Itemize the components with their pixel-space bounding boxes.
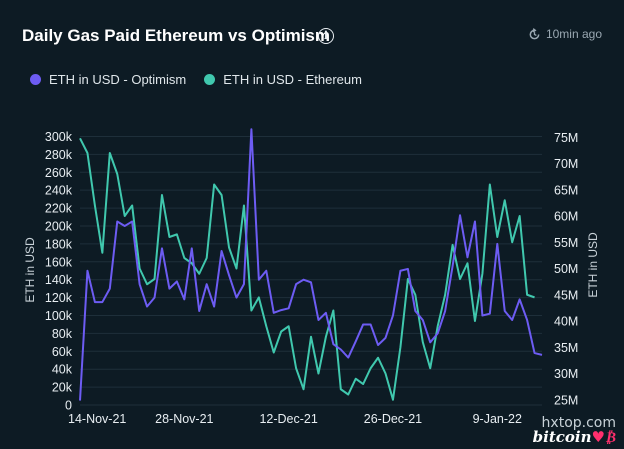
y-left-tick-label: 100k	[45, 309, 73, 323]
watermark-site: hxtop.com	[541, 415, 616, 431]
x-tick-label: 26-Dec-21	[364, 412, 422, 426]
chart-title: Daily Gas Paid Ethereum vs Optimism	[22, 26, 331, 45]
info-icon[interactable]: i	[318, 28, 334, 44]
y-left-tick-label: 160k	[45, 255, 73, 269]
y-left-tick-label: 60k	[52, 345, 73, 359]
y-right-tick-label: 25M	[554, 393, 578, 407]
y-left-tick-label: 300k	[45, 130, 73, 144]
legend-label-ethereum: ETH in USD - Ethereum	[223, 72, 362, 87]
y-left-tick-label: 200k	[45, 219, 73, 233]
series-line-optimism[interactable]	[79, 128, 543, 401]
series-line-ethereum[interactable]	[79, 137, 535, 401]
y-axis-left-ticks: 0 20k 40k 60k 80k 100k 120k 140k 160k 180k 200k 220…	[45, 130, 73, 413]
y-left-tick-label: 20k	[52, 381, 73, 395]
y-right-tick-label: 65M	[554, 183, 578, 197]
y-right-tick-label: 60M	[554, 210, 578, 224]
y-left-tick-label: 140k	[45, 273, 73, 287]
updated-text: 10min ago	[545, 27, 602, 41]
y-left-tick-label: 80k	[52, 327, 73, 341]
y-left-tick-label: 120k	[45, 291, 73, 305]
y-left-tick-label: 0	[65, 399, 72, 413]
legend-swatch-optimism	[30, 74, 41, 85]
chart-grid	[80, 135, 542, 406]
y-right-tick-label: 40M	[554, 315, 578, 329]
chart-legend: ETH in USD - Optimism ETH in USD - Ether…	[30, 72, 362, 87]
watermark-logo: bitcoin♥₿	[533, 430, 616, 445]
y-left-tick-label: 280k	[45, 148, 73, 162]
y-right-tick-label: 75M	[554, 131, 578, 145]
y-right-tick-label: 50M	[554, 262, 578, 276]
y-axis-left-label: ETH in USD	[23, 237, 37, 303]
legend-label-optimism: ETH in USD - Optimism	[49, 72, 187, 87]
x-axis-ticks: 14-Nov-21 28-Nov-21 12-Dec-21 26-Dec-21 9-Ja…	[68, 412, 522, 426]
y-right-tick-label: 45M	[554, 288, 578, 302]
y-right-tick-label: 55M	[554, 236, 578, 250]
x-tick-label: 28-Nov-21	[155, 412, 213, 426]
legend-swatch-ethereum	[204, 74, 216, 85]
y-axis-right-label: ETH in USD	[586, 232, 600, 298]
y-right-tick-label: 70M	[554, 157, 578, 171]
legend-item-optimism[interactable]: ETH in USD - Optimism	[30, 72, 186, 87]
y-left-tick-label: 40k	[52, 363, 73, 377]
refresh-icon[interactable]	[528, 27, 541, 41]
chart-lines	[79, 128, 543, 401]
heart-bitcoin-icon: ♥₿	[591, 428, 616, 446]
watermark: hxtop.com bitcoin♥₿	[533, 416, 616, 445]
y-right-tick-label: 35M	[554, 341, 578, 355]
x-tick-label: 14-Nov-21	[68, 412, 126, 426]
legend-item-ethereum[interactable]: ETH in USD - Ethereum	[204, 72, 362, 87]
y-right-tick-label: 30M	[554, 367, 578, 381]
last-updated: 10min ago	[528, 27, 602, 41]
x-tick-label: 12-Dec-21	[259, 412, 317, 426]
y-left-tick-label: 180k	[45, 237, 73, 251]
y-axis-right-ticks: 25M 30M 35M 40M 45M 50M 55M 60M 65M 70M 75M	[554, 131, 578, 408]
y-left-tick-label: 260k	[45, 166, 73, 180]
x-tick-label: 9-Jan-22	[473, 412, 522, 426]
y-left-tick-label: 240k	[45, 184, 73, 198]
watermark-logo-text: bitcoin	[532, 428, 592, 446]
y-left-tick-label: 220k	[45, 202, 73, 216]
